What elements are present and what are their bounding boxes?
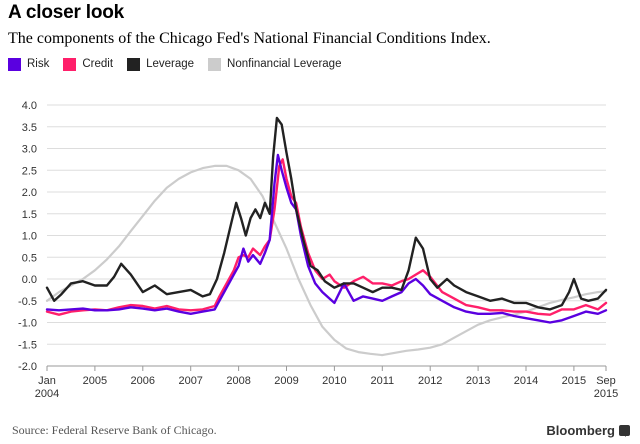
- chart-title: A closer look: [8, 2, 125, 23]
- legend: Risk Credit Leverage Nonfinancial Levera…: [8, 56, 355, 72]
- series-line-credit: [45, 158, 608, 316]
- x-tick-label: 2008: [226, 375, 250, 387]
- x-tick-label: 2012: [418, 375, 442, 387]
- y-tick-label: -0.5: [18, 296, 37, 308]
- x-tick-label: 2004: [35, 388, 59, 400]
- legend-swatch-credit: [63, 57, 77, 71]
- legend-item-nonfinancial-leverage: Nonfinancial Leverage: [208, 57, 342, 71]
- legend-label-credit: Credit: [82, 58, 114, 70]
- x-tick-label: 2010: [322, 375, 346, 387]
- legend-label-risk: Risk: [27, 58, 50, 70]
- x-tick-label: 2005: [83, 375, 107, 387]
- x-tick-label: 2006: [131, 375, 155, 387]
- legend-swatch-leverage: [127, 57, 141, 71]
- x-tick-label: 2015: [562, 375, 586, 387]
- x-tick-label: Jan: [38, 375, 56, 387]
- y-tick-label: 2.0: [22, 187, 37, 199]
- y-tick-label: 0.5: [22, 252, 37, 264]
- grid: [47, 104, 606, 367]
- brand-logo: Bloomberg: [546, 423, 630, 438]
- legend-label-leverage: Leverage: [146, 58, 195, 70]
- brand-name: Bloomberg: [546, 423, 615, 438]
- series-line-leverage: [45, 116, 608, 311]
- y-axis: -2.0 -1.5 -1.0 -0.5 0.0 0.5 1.0 1.5 2.0 2.5 3.0 3.5…: [18, 100, 37, 373]
- source-note: Source: Federal Reserve Bank of Chicago.: [12, 423, 217, 437]
- x-tick-label: 2009: [274, 375, 298, 387]
- chart-subtitle: The components of the Chicago Fed's Nati…: [8, 30, 491, 47]
- y-tick-label: -1.5: [18, 339, 37, 351]
- legend-swatch-risk: [8, 57, 21, 71]
- series-line-risk: [45, 153, 608, 324]
- legend-label-nonfinancial-leverage: Nonfinancial Leverage: [227, 58, 342, 70]
- x-tick-label: 2013: [466, 375, 490, 387]
- series-line-nonfinancial-leverage: [45, 164, 608, 357]
- y-tick-label: 4.0: [22, 100, 37, 112]
- y-tick-label: 1.0: [22, 231, 37, 243]
- y-tick-label: -2.0: [18, 361, 37, 373]
- x-tick-label: Sep: [596, 375, 616, 387]
- y-tick-label: 1.5: [22, 209, 37, 221]
- legend-item-leverage: Leverage: [127, 57, 195, 71]
- y-tick-label: 2.5: [22, 165, 37, 177]
- legend-item-risk: Risk: [8, 57, 50, 71]
- bloomberg-logo-icon: [619, 425, 630, 437]
- x-tick-label: 2011: [370, 375, 394, 387]
- x-tick-label: 2015: [594, 388, 618, 400]
- y-tick-label: -1.0: [18, 318, 37, 330]
- series-layer: [45, 116, 608, 357]
- legend-item-credit: Credit: [63, 57, 114, 71]
- x-tick-label: 2007: [178, 375, 202, 387]
- y-tick-label: 3.0: [22, 144, 37, 156]
- y-tick-label: 0.0: [22, 274, 37, 286]
- line-chart: -2.0 -1.5 -1.0 -0.5 0.0 0.5 1.0 1.5 2.0 2.5 3.0 3.5…: [18, 100, 618, 400]
- y-tick-label: 3.5: [22, 122, 37, 134]
- x-tick-label: 2014: [514, 375, 538, 387]
- legend-swatch-nonfinancial-leverage: [208, 57, 222, 71]
